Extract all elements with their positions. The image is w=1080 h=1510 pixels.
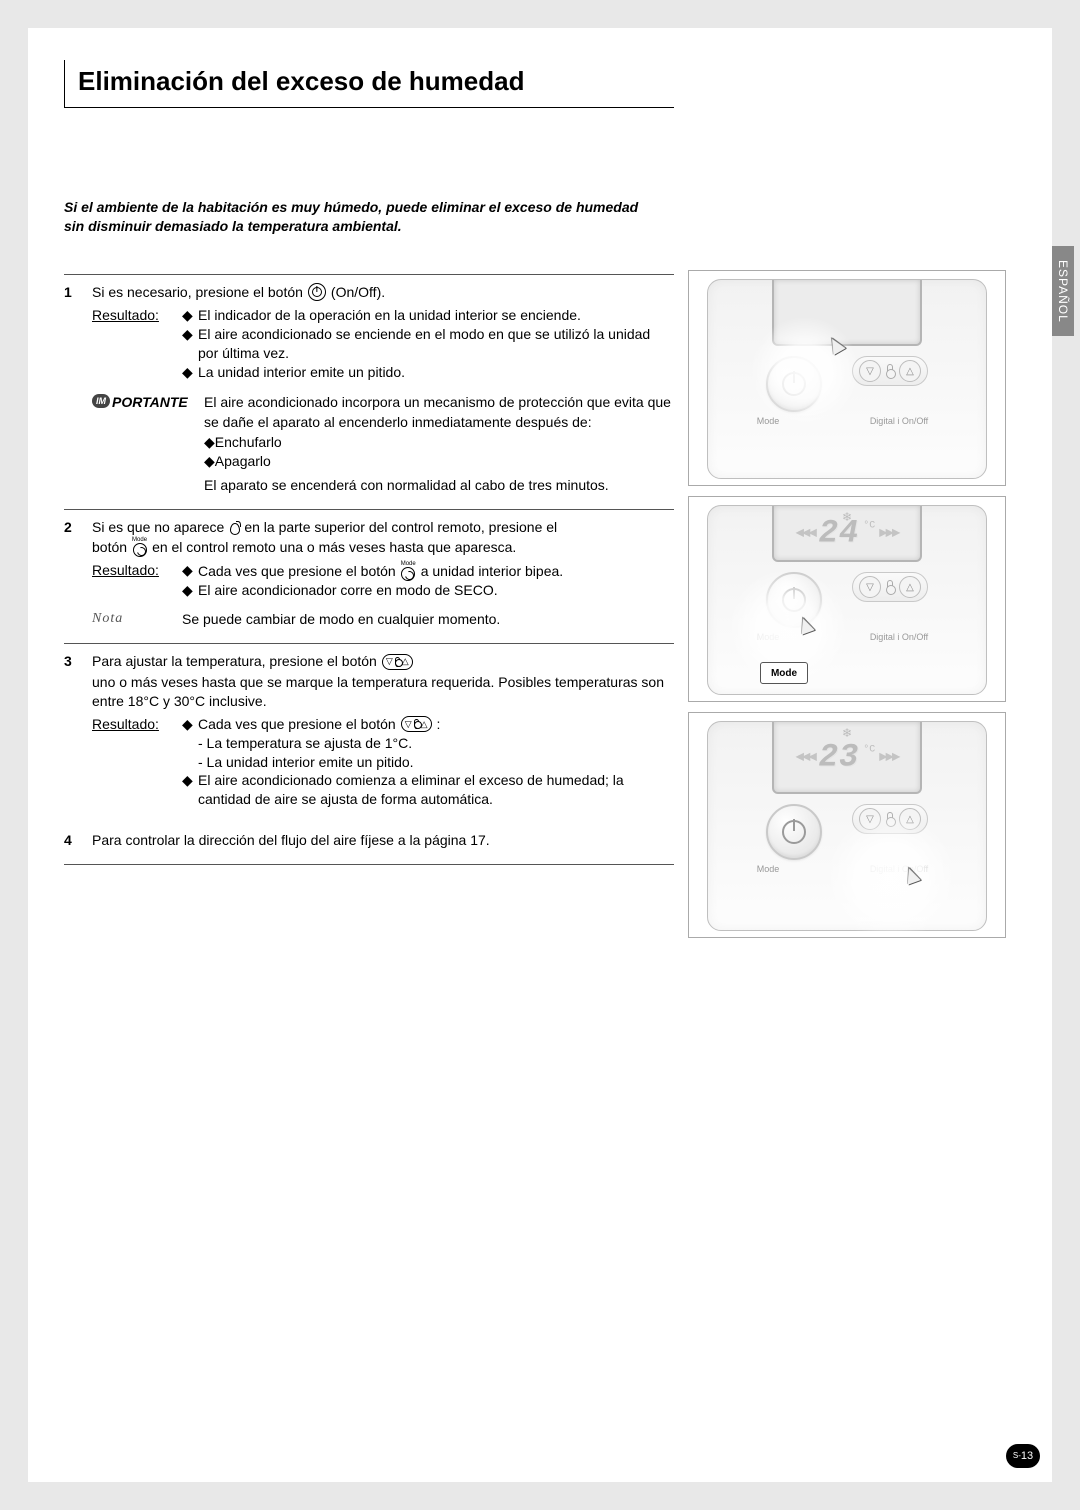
temperature-display: 24 bbox=[819, 515, 859, 552]
thermometer-icon bbox=[887, 812, 893, 826]
mode-icon: Mode bbox=[401, 561, 416, 581]
temp-up-icon: △ bbox=[899, 576, 921, 598]
mode-label: Mode bbox=[740, 416, 796, 426]
content-column: 1 Si es necesario, presione el botón (On… bbox=[64, 274, 674, 865]
thermometer-icon bbox=[887, 364, 893, 378]
power-button bbox=[766, 804, 822, 860]
temp-buttons: ▽ △ bbox=[852, 804, 928, 834]
temp-buttons: ▽ △ bbox=[852, 572, 928, 602]
step1-bullets: ◆El indicador de la operación en la unid… bbox=[182, 306, 674, 382]
temp-adjust-icon: ▽△ bbox=[401, 716, 432, 732]
resultado-label: Resultado: bbox=[92, 561, 182, 600]
step-4: 4 Para controlar la dirección del flujo … bbox=[64, 823, 674, 864]
digital-onoff-label: Digital i On/Off bbox=[844, 416, 954, 426]
temp-adjust-icon: ▽△ bbox=[382, 654, 413, 670]
remote-screen bbox=[772, 280, 922, 346]
mode-button-highlight: Mode bbox=[760, 662, 808, 684]
remote-panel-2: ❄ ◀◀◀ 24 °C ▶▶▶ ▽ △ bbox=[688, 496, 1006, 702]
arrows-right-icon: ▶▶▶ bbox=[879, 749, 898, 766]
mode-icon: Mode bbox=[132, 537, 147, 557]
remote-screen: ❄ ◀◀◀ 23 °C ▶▶▶ bbox=[772, 722, 922, 794]
arrows-right-icon: ▶▶▶ bbox=[879, 525, 898, 542]
importante-label: IMPORTANTE bbox=[92, 393, 204, 495]
resultado-label: Resultado: bbox=[92, 715, 182, 809]
nota-label: Nota bbox=[92, 610, 182, 629]
page-number: S-13 bbox=[1006, 1444, 1040, 1468]
temp-up-icon: △ bbox=[899, 808, 921, 830]
step-2: 2 Si es que no aparece en la parte super… bbox=[64, 510, 674, 643]
title-bar: Eliminación del exceso de humedad bbox=[64, 60, 674, 108]
arrows-left-icon: ◀◀◀ bbox=[795, 749, 814, 766]
power-button bbox=[766, 356, 822, 412]
remote-illustrations: ▽ △ Mode Digital i On/Off ❄ bbox=[688, 270, 1008, 948]
importante-text-b: El aparato se encenderá con normalidad a… bbox=[204, 476, 674, 496]
step-1: 1 Si es necesario, presione el botón (On… bbox=[64, 275, 674, 509]
importante-text-a: El aire acondicionado incorpora un mecan… bbox=[204, 393, 674, 432]
remote-panel-3: ❄ ◀◀◀ 23 °C ▶▶▶ ▽ △ bbox=[688, 712, 1006, 938]
page: Eliminación del exceso de humedad ESPAÑO… bbox=[28, 28, 1052, 1482]
temp-buttons: ▽ △ bbox=[852, 356, 928, 386]
resultado-label: Resultado: bbox=[92, 306, 182, 382]
step1-text-b: (On/Off). bbox=[331, 283, 385, 302]
temp-up-icon: △ bbox=[899, 360, 921, 382]
thermometer-icon bbox=[887, 580, 893, 594]
temp-down-icon: ▽ bbox=[859, 576, 881, 598]
dry-icon bbox=[228, 521, 240, 535]
step-number: 3 bbox=[64, 652, 92, 809]
temp-down-icon: ▽ bbox=[859, 808, 881, 830]
step-number: 1 bbox=[64, 283, 92, 495]
nota-text: Se puede cambiar de modo en cualquier mo… bbox=[182, 610, 500, 629]
power-button bbox=[766, 572, 822, 628]
power-icon bbox=[308, 283, 326, 301]
step1-text-a: Si es necesario, presione el botón bbox=[92, 283, 303, 302]
temp-down-icon: ▽ bbox=[859, 360, 881, 382]
arrows-left-icon: ◀◀◀ bbox=[795, 525, 814, 542]
language-tab: ESPAÑOL bbox=[1052, 246, 1074, 336]
separator bbox=[64, 864, 674, 865]
step-number: 4 bbox=[64, 831, 92, 850]
remote-screen: ❄ ◀◀◀ 24 °C ▶▶▶ bbox=[772, 506, 922, 562]
step-number: 2 bbox=[64, 518, 92, 629]
step-3: 3 Para ajustar la temperatura, presione … bbox=[64, 644, 674, 823]
remote-panel-1: ▽ △ Mode Digital i On/Off bbox=[688, 270, 1006, 486]
temperature-display: 23 bbox=[819, 739, 859, 776]
page-title: Eliminación del exceso de humedad bbox=[78, 66, 524, 96]
intro-text: Si el ambiente de la habitación es muy h… bbox=[64, 198, 644, 236]
